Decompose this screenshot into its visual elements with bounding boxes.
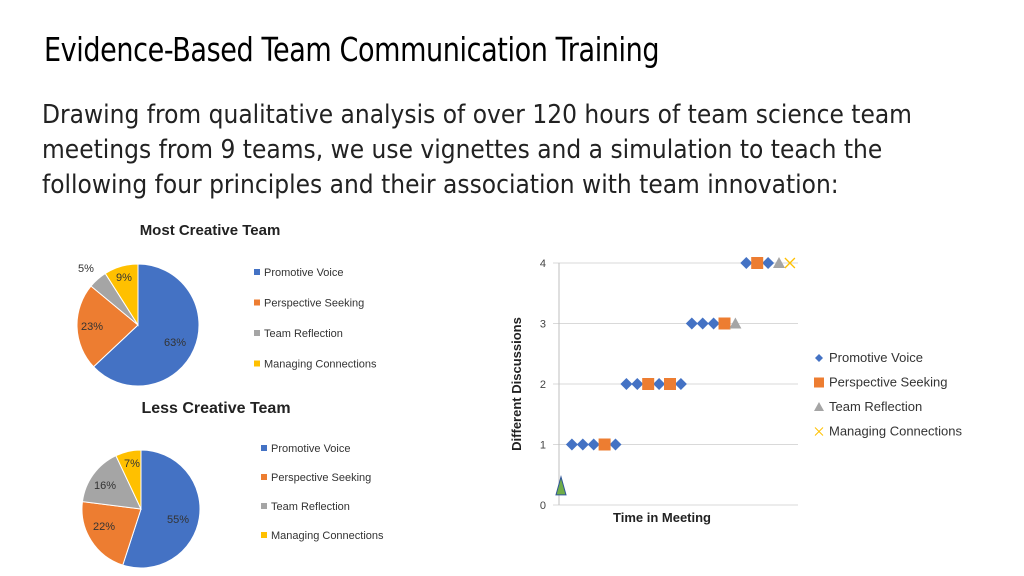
start-marker	[555, 474, 567, 496]
pie-data-label: 5%	[78, 263, 94, 275]
legend-marker	[815, 354, 823, 362]
legend-label: Perspective Seeking	[829, 375, 948, 390]
data-point	[696, 317, 709, 330]
data-point	[674, 378, 687, 390]
body-line: Drawing from qualitative analysis of ove…	[42, 100, 912, 130]
data-point	[565, 438, 578, 451]
legend-label: Promotive Voice	[271, 443, 350, 455]
y-tick-label: 4	[540, 258, 546, 270]
pie-data-label: 55%	[167, 514, 189, 526]
pie-slice	[81, 454, 142, 510]
legend-label: Team Reflection	[271, 501, 350, 513]
data-point	[642, 378, 655, 390]
data-point	[609, 438, 622, 451]
pie-title: Most Creative Team	[140, 222, 281, 239]
legend-marker	[814, 377, 824, 388]
legend-label: Promotive Voice	[829, 350, 923, 365]
y-tick-label: 1	[540, 440, 546, 452]
pie-data-label: 63%	[164, 337, 186, 349]
pie-slice	[122, 449, 201, 569]
pie-data-label: 22%	[93, 521, 115, 533]
slide-title: Evidence-Based Team Communication Traini…	[44, 30, 660, 69]
y-tick-label: 2	[540, 379, 546, 391]
legend-label: Managing Connections	[264, 359, 377, 371]
data-point	[784, 257, 796, 269]
legend-swatch	[261, 503, 267, 509]
legend-label: Managing Connections	[829, 424, 962, 439]
data-point	[620, 378, 633, 390]
legend-swatch	[254, 299, 260, 306]
data-point	[751, 257, 764, 269]
pie-data-label: 9%	[116, 272, 132, 284]
legend-label: Perspective Seeking	[264, 298, 364, 310]
data-point	[718, 317, 731, 330]
pie-slice	[76, 285, 139, 368]
data-point	[773, 257, 785, 268]
pie-data-label: 7%	[124, 458, 140, 470]
legend-swatch	[261, 532, 267, 538]
y-axis-label: Different Discussions	[509, 317, 524, 451]
pie-data-label: 23%	[81, 321, 103, 333]
slide-body: Drawing from qualitative analysis of ove…	[42, 98, 912, 203]
legend-swatch	[261, 445, 267, 451]
data-point	[685, 317, 698, 330]
pie-slice	[92, 263, 200, 387]
legend-swatch	[261, 474, 267, 480]
pie-slice	[104, 263, 139, 327]
legend-swatch	[254, 360, 260, 367]
legend-swatch	[254, 330, 260, 336]
body-line: following four principles and their asso…	[42, 170, 839, 200]
legend-label: Managing Connections	[271, 530, 384, 542]
pie-title: Less Creative Team	[141, 400, 290, 417]
pie-data-label: 16%	[94, 480, 116, 492]
data-point	[631, 378, 644, 390]
legend-label: Perspective Seeking	[271, 472, 371, 484]
legend-label: Team Reflection	[829, 399, 922, 414]
data-point	[740, 257, 753, 269]
legend-marker	[814, 427, 824, 436]
data-point	[576, 438, 589, 451]
body-line: meetings from 9 teams, we use vignettes …	[42, 135, 883, 165]
legend-swatch	[254, 269, 260, 275]
y-tick-label: 0	[540, 500, 546, 512]
legend-label: Promotive Voice	[264, 267, 343, 279]
pie-slice	[81, 501, 142, 566]
data-point	[587, 438, 600, 451]
data-point	[729, 317, 742, 329]
pie-slice	[115, 449, 142, 510]
data-point	[653, 378, 666, 390]
legend-label: Team Reflection	[264, 328, 343, 340]
legend-marker	[814, 402, 824, 411]
data-point	[598, 438, 611, 451]
data-point	[664, 378, 676, 390]
data-point	[762, 257, 775, 269]
y-tick-label: 3	[540, 319, 546, 331]
data-point	[707, 317, 720, 330]
x-axis-label: Time in Meeting	[613, 510, 711, 525]
